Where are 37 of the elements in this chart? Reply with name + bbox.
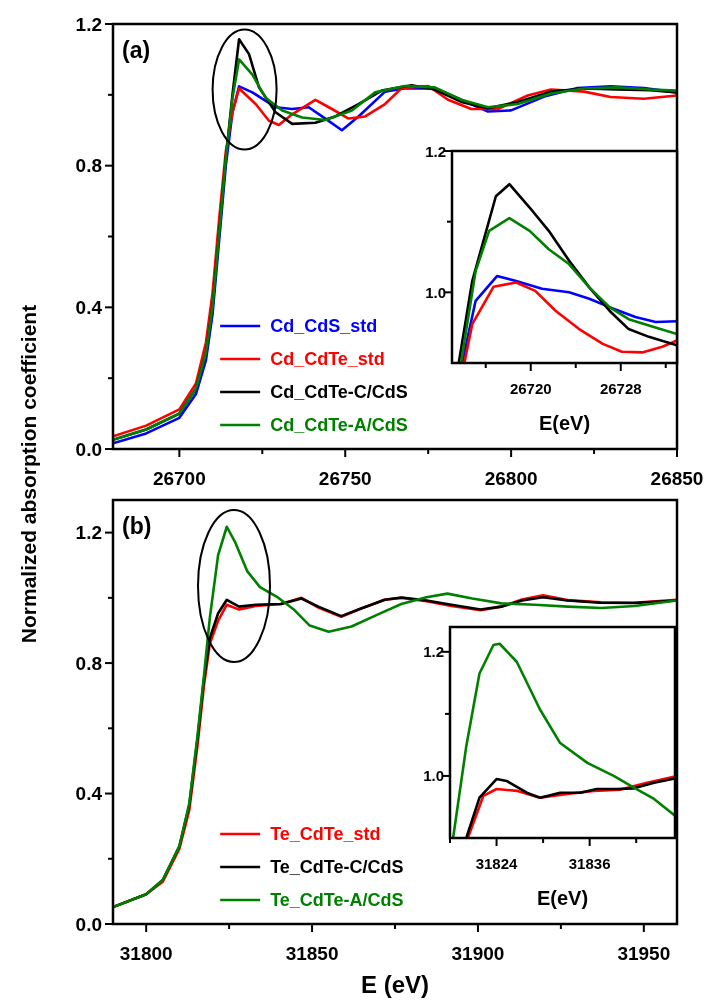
- y-tick-label: 1.2: [425, 142, 446, 160]
- y-tick-label: 1.2: [423, 643, 444, 661]
- annotation: (a): [122, 37, 151, 63]
- x-tick-label: 26800: [484, 467, 538, 489]
- x-tick-label: 31800: [119, 942, 173, 964]
- x-tick-label: 26850: [650, 467, 704, 489]
- y-tick-label: 0.8: [75, 652, 102, 674]
- legend-label: Cd_CdTe-C/CdS: [270, 382, 408, 402]
- y-tick-label: 0.0: [75, 438, 102, 460]
- x-axis-title: E(eV): [536, 887, 589, 909]
- legend-label: Te_CdTe-C/CdS: [270, 857, 404, 877]
- x-tick-label: 26750: [318, 467, 372, 489]
- legend-label: Te_CdTe_std: [270, 824, 381, 844]
- annotation: (b): [122, 513, 152, 539]
- y-tick-label: 1.2: [75, 522, 102, 544]
- y-tick-label: 0.0: [75, 913, 102, 935]
- x-tick-label: 26728: [599, 379, 642, 397]
- x-tick-label: 26720: [509, 379, 552, 397]
- x-tick-label: 26700: [152, 467, 206, 489]
- x-tick-label: 31836: [568, 854, 611, 872]
- x-axis-title: E (eV): [360, 970, 430, 998]
- legend-label: Te_CdTe-A/CdS: [270, 890, 404, 910]
- y-tick-label: 1.2: [75, 13, 102, 35]
- x-tick-label: 31900: [451, 942, 505, 964]
- y-axis-title: Normalized absorption coefficient: [16, 304, 40, 644]
- x-tick-label: 31850: [285, 942, 339, 964]
- x-axis-title: E(eV): [538, 412, 591, 434]
- x-tick-label: 31824: [475, 854, 519, 872]
- y-tick-label: 0.4: [75, 296, 103, 318]
- y-tick-label: 1.0: [425, 283, 446, 301]
- y-tick-label: 0.8: [75, 155, 102, 177]
- legend-label: Cd_CdTe_std: [270, 349, 385, 369]
- legend-label: Cd_CdS_std: [270, 316, 378, 336]
- x-tick-label: 31950: [617, 942, 671, 964]
- y-tick-label: 0.4: [75, 783, 103, 805]
- y-tick-label: 1.0: [423, 767, 444, 785]
- legend-label: Cd_CdTe-A/CdS: [270, 415, 408, 435]
